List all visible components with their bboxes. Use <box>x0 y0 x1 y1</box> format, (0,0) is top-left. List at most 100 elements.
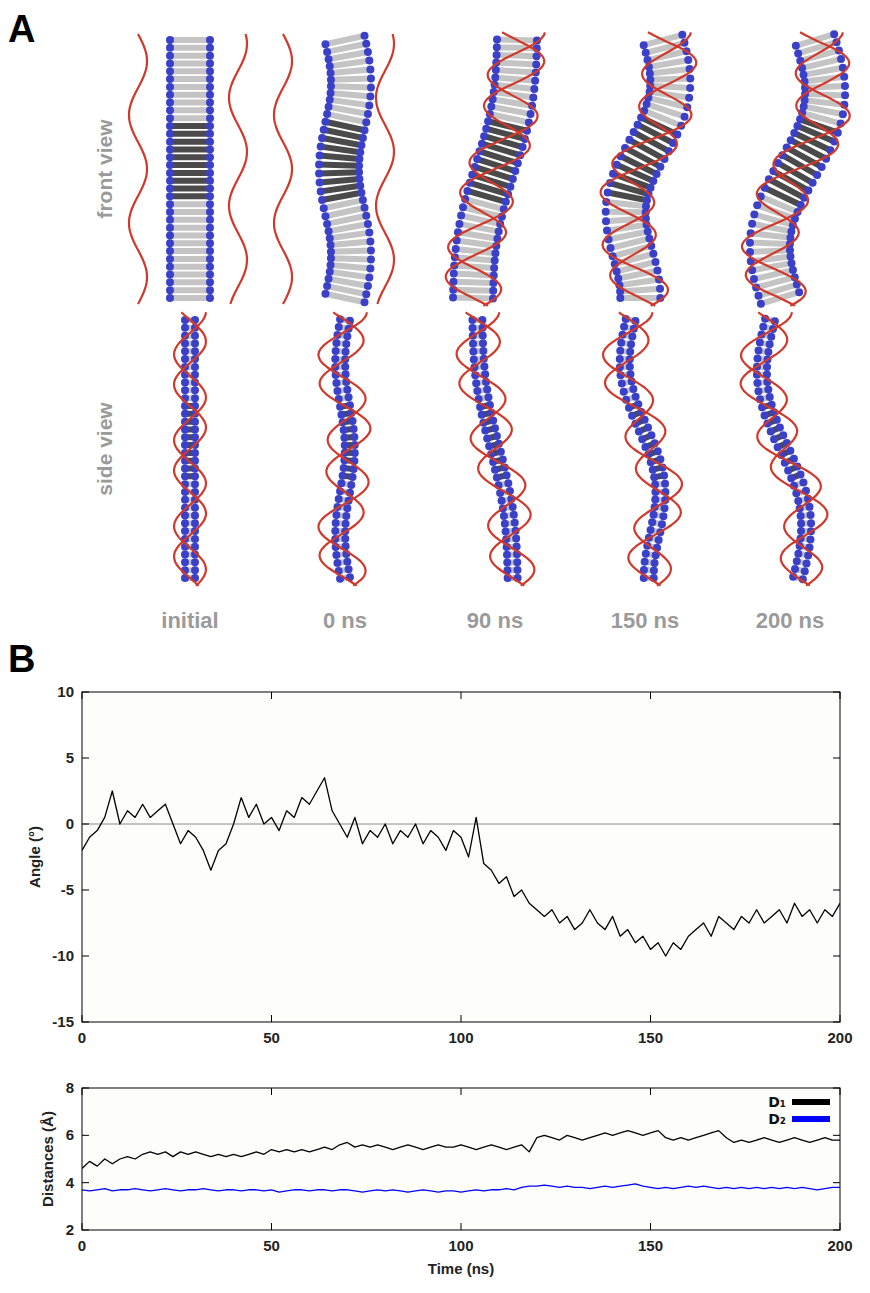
rna-strand <box>741 312 822 585</box>
rod-end <box>640 41 648 49</box>
rod-end <box>191 504 199 512</box>
rod-end <box>366 237 374 245</box>
rod-end <box>326 268 334 276</box>
rod-end <box>501 520 509 528</box>
rod-end <box>332 379 340 387</box>
rna-strand <box>229 34 247 304</box>
plot-background <box>82 692 840 1022</box>
snapshot <box>318 312 370 585</box>
rod-end <box>766 393 774 401</box>
tick-label: 8 <box>66 1079 74 1096</box>
tick <box>82 956 89 957</box>
base-rod <box>650 78 690 79</box>
rod-end <box>774 443 782 451</box>
base-rod <box>170 139 210 145</box>
rna-strand <box>601 32 697 305</box>
rod-end <box>498 497 506 505</box>
rod-end <box>616 294 624 302</box>
rod-end <box>750 210 758 218</box>
rod-end <box>787 474 795 482</box>
rod-end <box>511 167 519 175</box>
rod-end <box>661 480 669 488</box>
rod-end <box>653 267 661 275</box>
rod-end <box>206 192 214 200</box>
legend-swatch <box>792 1116 830 1122</box>
view-label: side view <box>93 402 116 496</box>
rod-end <box>325 103 333 111</box>
rod-end <box>337 411 345 419</box>
rod-end <box>748 220 756 228</box>
rod-end <box>685 94 693 102</box>
rna-strand <box>603 32 692 305</box>
base-rod <box>170 146 210 152</box>
rod-end <box>332 551 340 559</box>
tick <box>833 1135 840 1136</box>
base-rod <box>170 162 210 168</box>
rod-end <box>326 62 334 70</box>
frame-label: 0 ns <box>323 608 367 633</box>
rod-end <box>342 340 350 348</box>
base-rod <box>321 186 361 192</box>
rod-end <box>367 246 375 254</box>
rod-end <box>763 363 771 371</box>
rod-end <box>350 425 358 433</box>
rna-strand <box>318 312 368 585</box>
rod-end <box>191 394 199 402</box>
rod-end <box>181 433 189 441</box>
base-rod <box>170 279 210 285</box>
rod-end <box>604 188 612 196</box>
rod-end <box>449 294 457 302</box>
rod-end <box>627 340 635 348</box>
rod-end <box>206 130 214 138</box>
rod-end <box>761 411 769 419</box>
tick-label: -15 <box>52 1013 74 1030</box>
tick <box>833 890 840 891</box>
rna-strand <box>376 34 394 304</box>
rod-end <box>335 495 343 503</box>
rod-end <box>790 129 798 137</box>
base-rod <box>321 147 361 153</box>
rod-end <box>753 201 761 209</box>
base-rod <box>331 93 371 97</box>
rod-end <box>754 355 762 363</box>
rod-end <box>166 208 174 216</box>
tick-label: 100 <box>448 1029 473 1046</box>
base-rod <box>170 178 210 184</box>
rod-end <box>754 292 762 300</box>
rod-end <box>191 418 199 426</box>
rod-end <box>321 212 329 220</box>
rod-end <box>629 385 637 393</box>
rod-end <box>784 466 792 474</box>
rod-end <box>181 558 189 566</box>
base-rod <box>170 272 210 278</box>
rod-end <box>166 231 174 239</box>
rod-end <box>532 60 540 68</box>
rod-end <box>480 362 488 370</box>
rod-end <box>342 520 350 528</box>
base-rod <box>496 63 536 65</box>
rod-end <box>602 208 610 216</box>
rod-end <box>764 386 772 394</box>
tick <box>833 758 840 759</box>
rod-end <box>181 465 189 473</box>
tick <box>82 824 89 825</box>
base-rod <box>319 172 359 173</box>
rod-end <box>527 110 535 118</box>
rod-end <box>470 355 478 363</box>
tick-label: 200 <box>827 1029 852 1046</box>
base-rod <box>170 295 210 301</box>
rod-end <box>320 204 328 212</box>
rod-end <box>493 43 501 51</box>
rod-end <box>191 339 199 347</box>
rod-end <box>191 386 199 394</box>
base-rod <box>804 68 843 75</box>
rod-end <box>366 265 374 273</box>
tick-label: -5 <box>61 881 74 898</box>
rod-end <box>642 550 650 558</box>
rod-end <box>356 182 364 190</box>
rod-end <box>325 275 333 283</box>
rna-strand <box>174 312 206 585</box>
rod-end <box>502 198 510 206</box>
rod-end <box>531 77 539 85</box>
frame-label: 200 ns <box>756 608 825 633</box>
